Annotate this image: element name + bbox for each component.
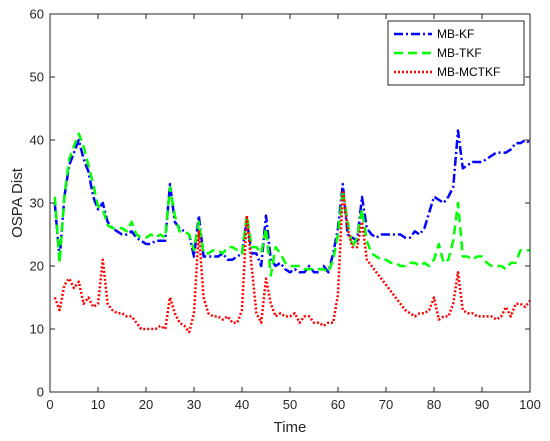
legend-label: MB-KF — [437, 27, 474, 41]
y-tick-label: 0 — [37, 385, 44, 400]
y-tick-label: 60 — [30, 7, 44, 22]
x-tick-label: 70 — [379, 397, 393, 412]
x-tick-label: 50 — [283, 397, 297, 412]
x-tick-label: 40 — [235, 397, 249, 412]
x-tick-label: 0 — [46, 397, 53, 412]
y-axis-label: OSPA Dist — [9, 167, 26, 238]
x-tick-label: 60 — [331, 397, 345, 412]
legend: MB-KF MB-TKF MB-MCTKF — [387, 20, 525, 86]
y-tick-labels: 0 10 20 30 40 50 60 — [30, 7, 44, 400]
x-tick-label: 30 — [187, 397, 201, 412]
legend-label: MB-MCTKF — [437, 65, 500, 79]
y-tick-label: 20 — [30, 259, 44, 274]
x-tick-label: 20 — [139, 397, 153, 412]
series-layer — [53, 129, 531, 334]
series-line-mb-mctkf — [53, 189, 531, 334]
x-tick-labels: 0 10 20 30 40 50 60 70 80 90 100 — [46, 397, 540, 412]
y-tick-label: 50 — [30, 70, 44, 85]
x-tick-label: 10 — [91, 397, 105, 412]
y-tick-label: 40 — [30, 133, 44, 148]
x-tick-label: 100 — [519, 397, 541, 412]
series-line-mb-tkf — [53, 132, 530, 277]
plot-frame — [49, 13, 531, 393]
x-tick-label: 80 — [427, 397, 441, 412]
x-tick-label: 90 — [475, 397, 489, 412]
y-tick-label: 10 — [30, 322, 44, 337]
y-tick-label: 30 — [30, 196, 44, 211]
series-line-mb-kf — [53, 129, 531, 274]
x-axis-label: Time — [274, 419, 307, 436]
legend-label: MB-TKF — [437, 46, 482, 60]
